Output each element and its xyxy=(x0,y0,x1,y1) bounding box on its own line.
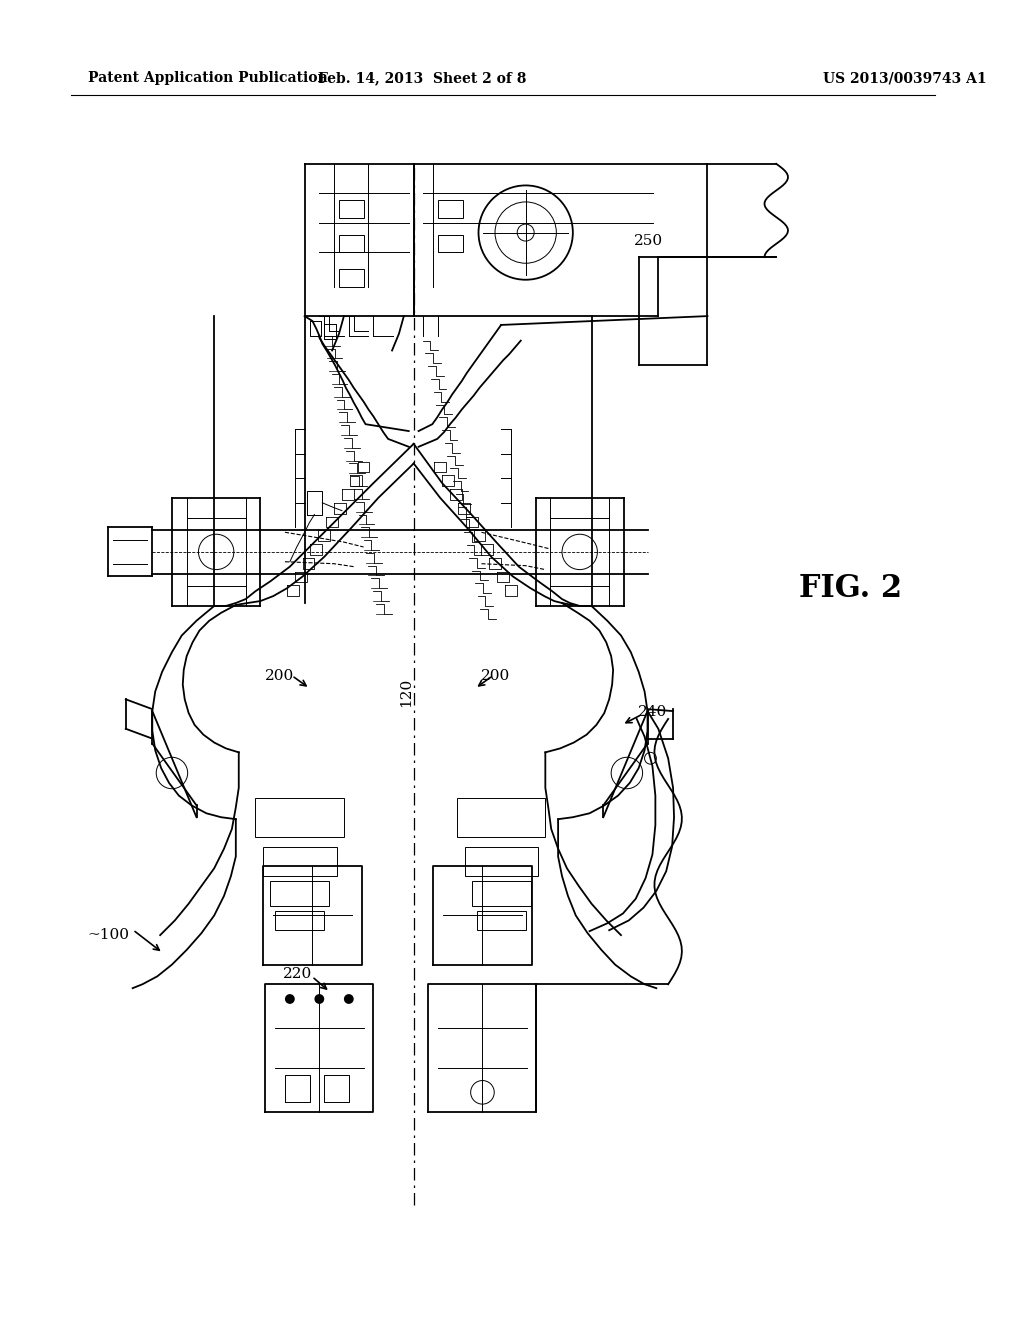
Bar xyxy=(472,880,530,906)
Text: 120: 120 xyxy=(399,677,414,708)
Text: Patent Application Publication: Patent Application Publication xyxy=(88,71,328,86)
Bar xyxy=(263,846,337,876)
Text: 250: 250 xyxy=(635,234,664,248)
Text: FIG. 2: FIG. 2 xyxy=(799,573,902,605)
Text: ~100: ~100 xyxy=(88,928,130,942)
Bar xyxy=(255,797,344,837)
Circle shape xyxy=(314,994,325,1005)
Circle shape xyxy=(285,994,295,1005)
Text: Feb. 14, 2013  Sheet 2 of 8: Feb. 14, 2013 Sheet 2 of 8 xyxy=(318,71,526,86)
Bar xyxy=(275,911,325,931)
Text: 200: 200 xyxy=(481,668,511,682)
Bar xyxy=(339,269,364,286)
Text: US 2013/0039743 A1: US 2013/0039743 A1 xyxy=(823,71,987,86)
Text: 200: 200 xyxy=(265,668,294,682)
Bar xyxy=(339,235,364,252)
Bar xyxy=(438,235,463,252)
Text: 220: 220 xyxy=(284,966,312,981)
Bar xyxy=(270,880,329,906)
Text: 240: 240 xyxy=(638,705,668,719)
Bar xyxy=(476,911,525,931)
Bar xyxy=(438,201,463,218)
Bar xyxy=(339,201,364,218)
Circle shape xyxy=(344,994,353,1005)
Bar xyxy=(457,797,546,837)
Bar xyxy=(465,846,539,876)
